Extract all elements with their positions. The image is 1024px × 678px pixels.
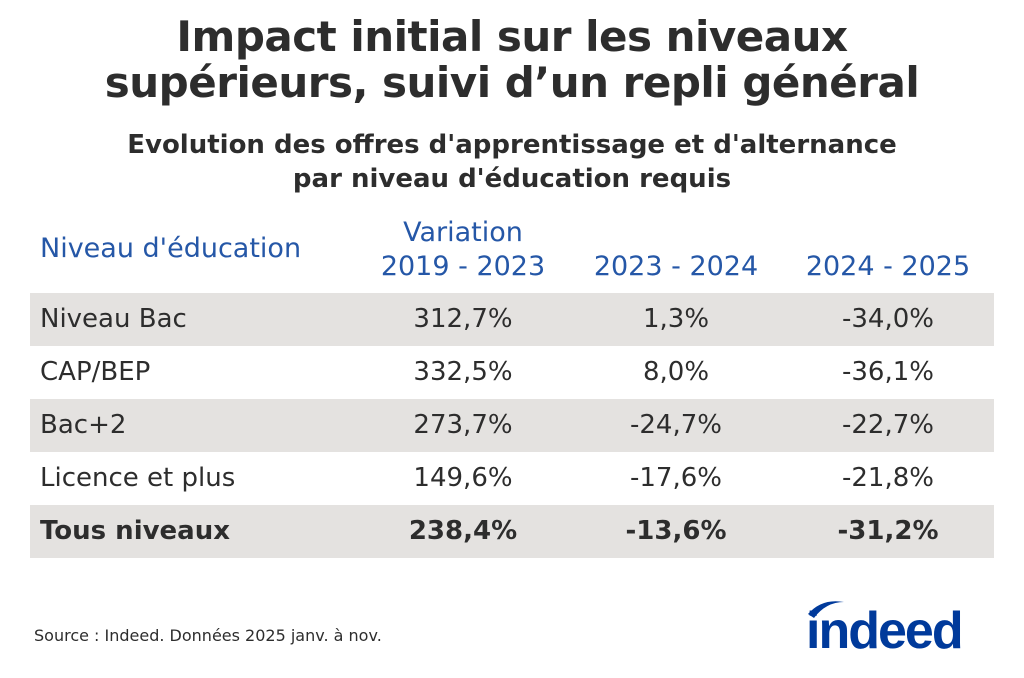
logo-arc — [808, 601, 844, 618]
row-label: Niveau Bac — [40, 304, 187, 334]
value-cell: 1,3% — [642, 304, 710, 334]
value-cell: -21,8% — [842, 463, 934, 493]
row-label: Tous niveaux — [40, 516, 231, 546]
value-cell: -36,1% — [842, 357, 934, 387]
value-cell: -17,6% — [630, 463, 722, 493]
title: Impact initial sur les niveaux supérieur… — [0, 14, 1024, 106]
value-cell: -13,6% — [625, 516, 727, 546]
value-cell: 273,7% — [413, 410, 513, 440]
row-label: CAP/BEP — [40, 357, 151, 387]
value-cell: -34,0% — [842, 304, 934, 334]
header-period-2019-2023: 2019 - 2023 — [380, 251, 546, 282]
indeed-logo: indeed — [806, 601, 964, 656]
header-variation-label: Variation — [403, 217, 523, 248]
table-row: Bac+2 273,7% -24,7% -22,7% — [30, 399, 994, 452]
header-variation-2019-2023: Variation 2019 - 2023 — [348, 216, 578, 284]
title-line-2: supérieurs, suivi d’un repli général — [104, 58, 920, 107]
table-row: Tous niveaux 238,4% -13,6% -31,2% — [30, 505, 994, 558]
table-row: Licence et plus 149,6% -17,6% -21,8% — [30, 452, 994, 505]
value-cell: -24,7% — [630, 410, 722, 440]
value-cell: 8,0% — [642, 357, 710, 387]
value-cell: 238,4% — [408, 516, 518, 546]
value-cell: 312,7% — [413, 304, 513, 334]
source-note: Source : Indeed. Données 2025 janv. à no… — [34, 626, 382, 645]
subtitle-line-2: par niveau d'éducation requis — [292, 164, 732, 194]
row-label: Licence et plus — [40, 463, 236, 493]
header-2023-2024: 2023 - 2024 — [593, 251, 759, 282]
subtitle: Evolution des offres d'apprentissage et … — [0, 128, 1024, 196]
value-cell: -31,2% — [837, 516, 939, 546]
table-row: CAP/BEP 332,5% 8,0% -36,1% — [30, 346, 994, 399]
header-2024-2025: 2024 - 2025 — [805, 251, 971, 282]
table-row: Niveau Bac 312,7% 1,3% -34,0% — [30, 293, 994, 346]
value-cell: 149,6% — [413, 463, 513, 493]
logo-wordmark: indeed — [806, 602, 962, 656]
value-cell: -22,7% — [842, 410, 934, 440]
value-cell: 332,5% — [413, 357, 513, 387]
title-line-1: Impact initial sur les niveaux — [176, 12, 848, 61]
row-label: Bac+2 — [40, 410, 127, 440]
header-education-level: Niveau d'éducation — [40, 233, 302, 264]
subtitle-line-1: Evolution des offres d'apprentissage et … — [127, 130, 897, 160]
